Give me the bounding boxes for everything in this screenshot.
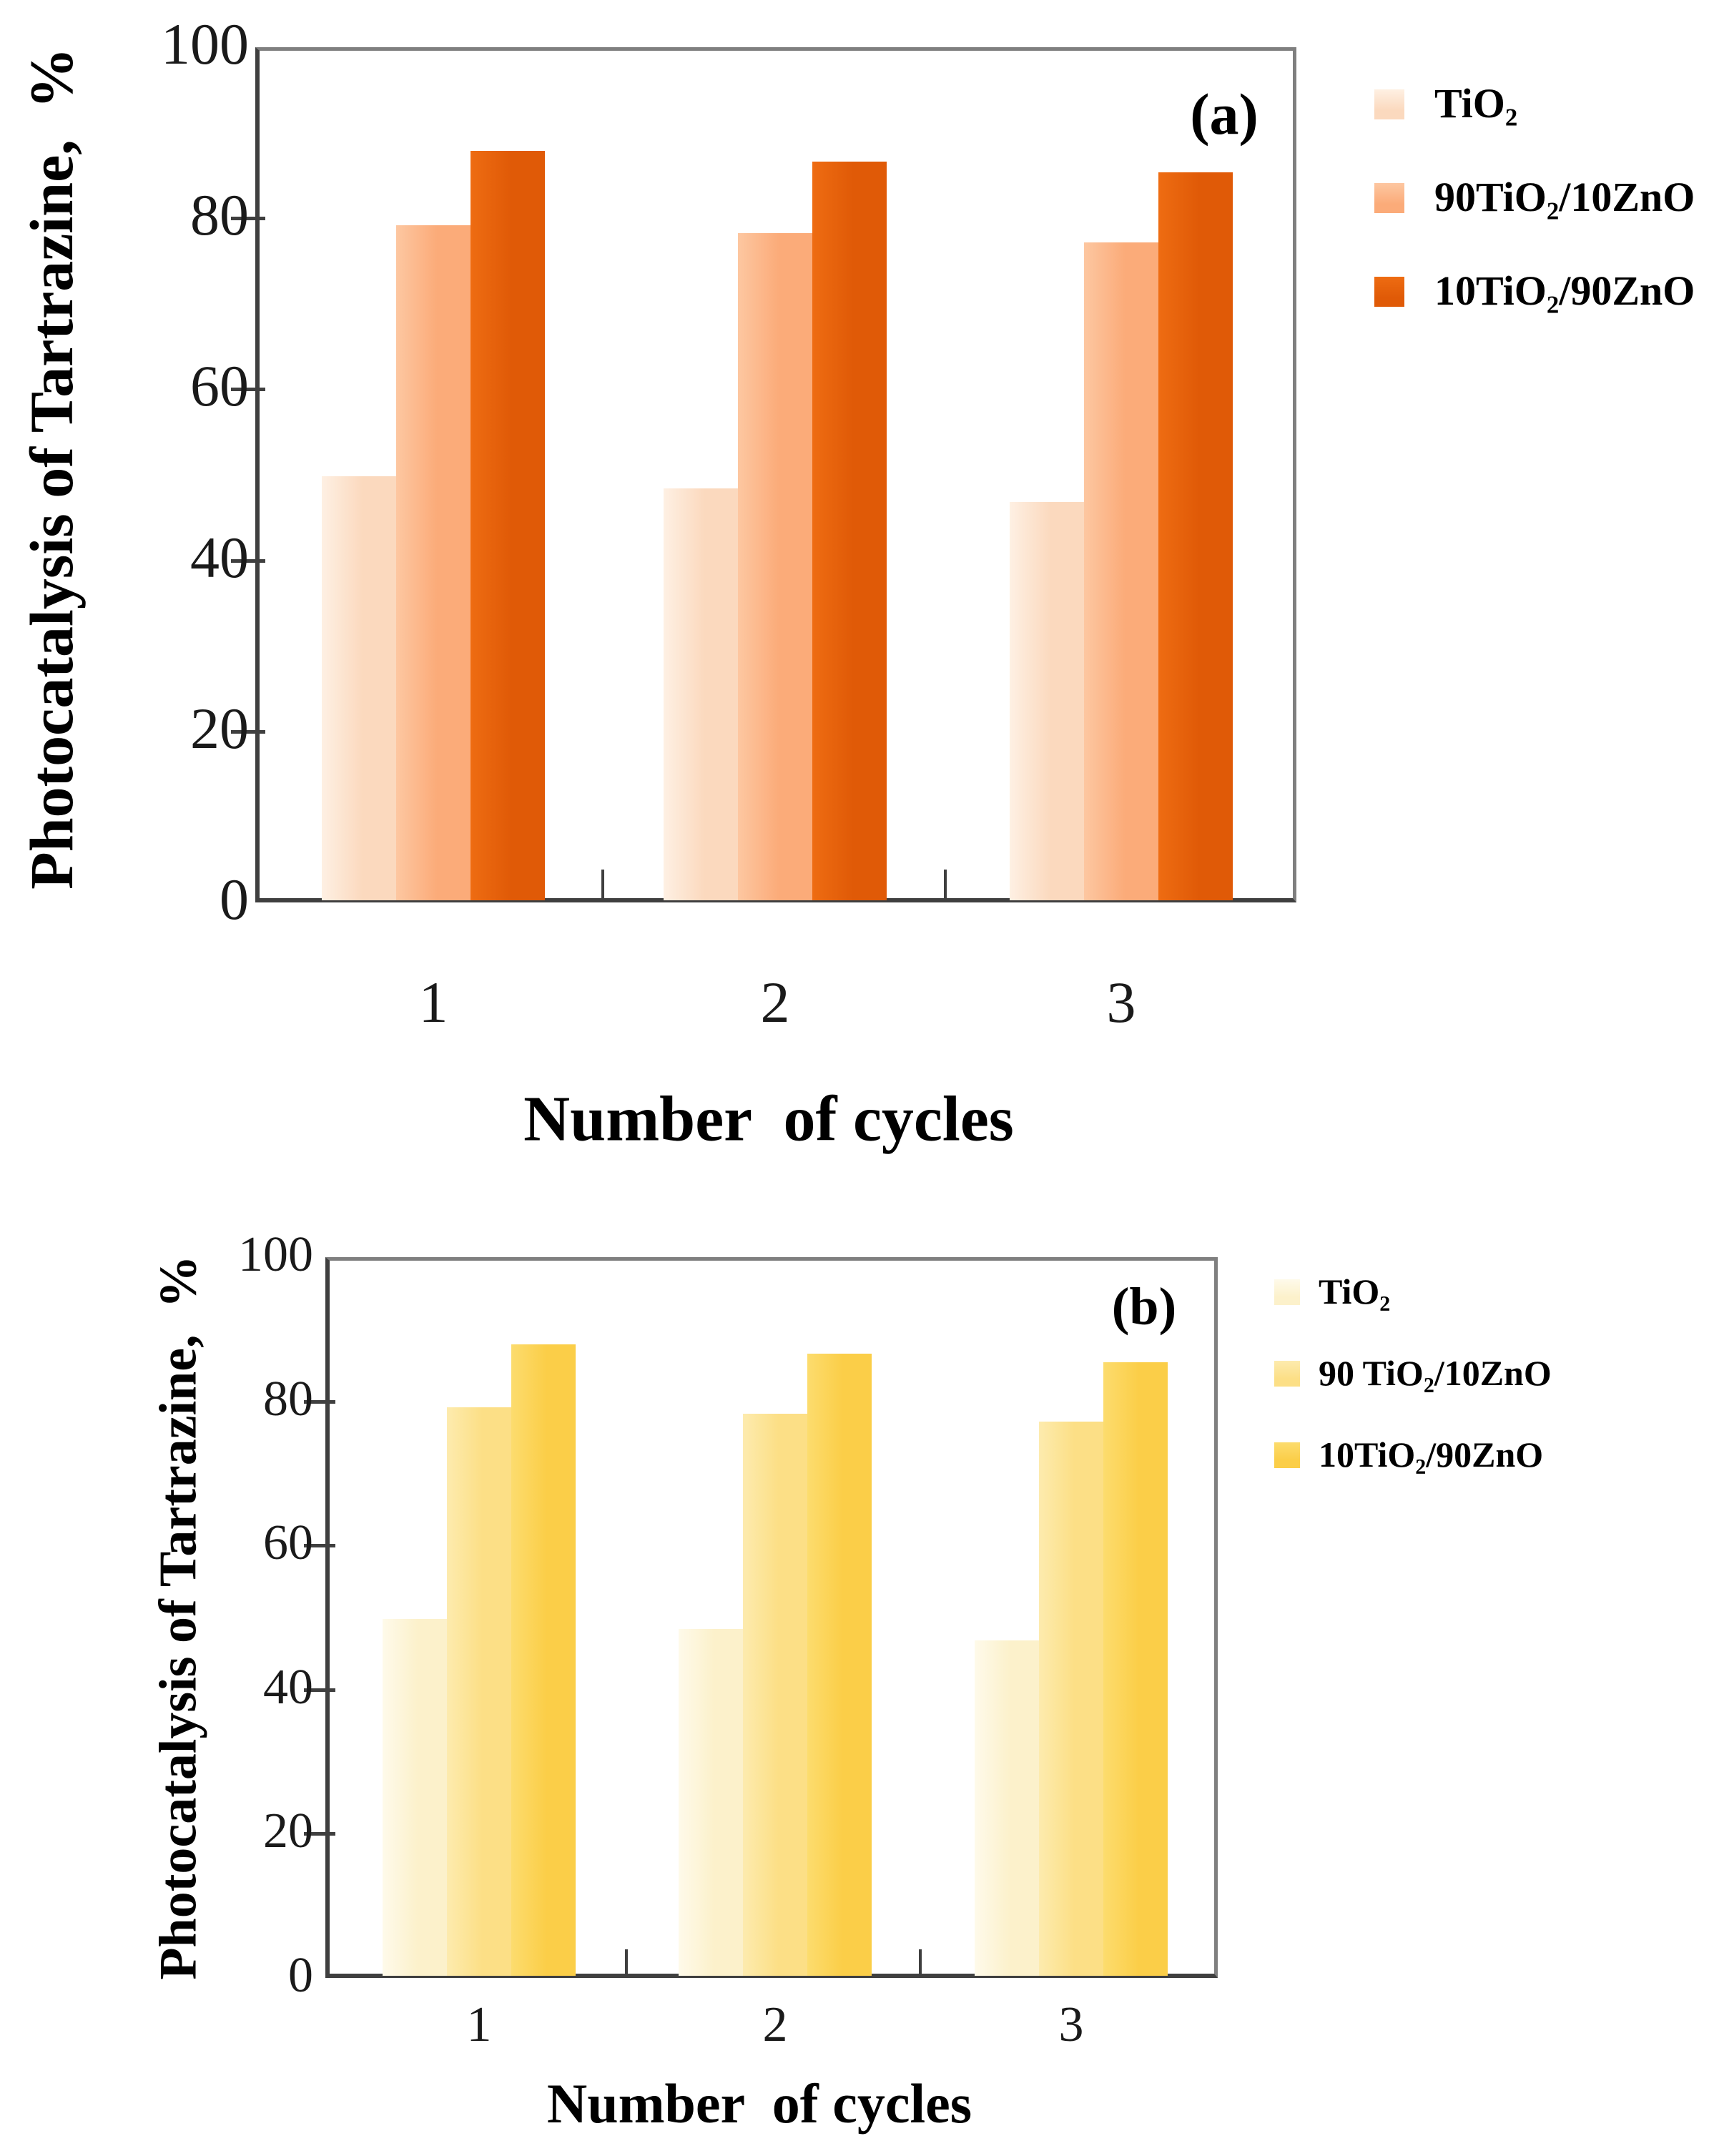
y-tick-label-40: 40 xyxy=(263,1659,313,1715)
bar-TiO2-cycle3 xyxy=(975,1640,1039,1976)
x-axis-title: Number of cycles xyxy=(546,2072,972,2135)
y-tick-label-80: 80 xyxy=(190,182,249,248)
x-axis-separator-tick-2 xyxy=(944,870,947,902)
bar-90TiO2/10ZnO-cycle1 xyxy=(396,225,471,900)
legend-label-90TiO2/10ZnO: 90 TiO₂/10ZnO xyxy=(1319,1352,1552,1393)
x-category-label-3: 3 xyxy=(1106,970,1136,1035)
y-tick-label-80: 80 xyxy=(263,1371,313,1427)
legend-label-10TiO2/90ZnO: 10TiO₂/90ZnO xyxy=(1319,1434,1544,1475)
legend-label-90TiO2/10ZnO: 90TiO₂/10ZnO xyxy=(1434,174,1695,221)
x-axis-separator-tick-1 xyxy=(625,1949,628,1978)
y-tick-label-60: 60 xyxy=(190,353,249,419)
legend-swatch-10TiO2/90ZnO xyxy=(1274,1442,1300,1468)
bar-10TiO2/90ZnO-cycle1 xyxy=(511,1344,576,1976)
bar-90TiO2/10ZnO-cycle2 xyxy=(743,1413,807,1976)
bar-90TiO2/10ZnO-cycle1 xyxy=(447,1407,511,1976)
bar-10TiO2/90ZnO-cycle3 xyxy=(1103,1362,1168,1976)
legend-swatch-90TiO2/10ZnO xyxy=(1274,1361,1300,1387)
legend-swatch-TiO2 xyxy=(1274,1279,1300,1305)
bar-10TiO2/90ZnO-cycle3 xyxy=(1158,172,1233,900)
y-axis-tick-80 xyxy=(304,1399,335,1404)
y-axis-tick-20 xyxy=(231,729,265,734)
legend-swatch-TiO2 xyxy=(1374,89,1404,119)
y-axis-tick-60 xyxy=(231,388,265,392)
bar-90TiO2/10ZnO-cycle2 xyxy=(738,232,812,900)
panel-label-a: (a) xyxy=(1190,82,1259,147)
x-axis-title: Number of cycles xyxy=(523,1083,1014,1155)
x-axis-separator-tick-1 xyxy=(601,870,604,902)
bar-10TiO2/90ZnO-cycle2 xyxy=(807,1354,872,1976)
legend-label-TiO2: TiO₂ xyxy=(1434,80,1518,127)
y-tick-label-0: 0 xyxy=(220,867,249,932)
y-axis-tick-80 xyxy=(231,217,265,221)
x-category-label-3: 3 xyxy=(1058,1997,1084,2052)
plot-area xyxy=(255,47,1296,902)
y-tick-label-20: 20 xyxy=(190,696,249,762)
x-category-label-1: 1 xyxy=(466,1997,492,2052)
bar-TiO2-cycle2 xyxy=(679,1629,743,1976)
legend-swatch-10TiO2/90ZnO xyxy=(1374,277,1404,307)
bar-90TiO2/10ZnO-cycle3 xyxy=(1039,1421,1103,1976)
plot-area xyxy=(325,1257,1218,1978)
y-tick-label-20: 20 xyxy=(263,1803,313,1859)
bar-10TiO2/90ZnO-cycle1 xyxy=(471,150,545,900)
y-axis-tick-40 xyxy=(304,1688,335,1692)
y-axis-tick-40 xyxy=(231,558,265,563)
bar-90TiO2/10ZnO-cycle3 xyxy=(1084,242,1158,900)
bar-TiO2-cycle2 xyxy=(664,488,738,900)
x-axis-separator-tick-2 xyxy=(919,1949,922,1978)
legend-label-TiO2: TiO₂ xyxy=(1319,1271,1391,1311)
y-tick-label-60: 60 xyxy=(263,1515,313,1570)
legend-swatch-90TiO2/10ZnO xyxy=(1374,183,1404,213)
x-category-label-2: 2 xyxy=(760,970,790,1035)
panel-label-b: (b) xyxy=(1111,1277,1177,1337)
y-tick-label-100: 100 xyxy=(238,1226,313,1282)
y-axis-tick-60 xyxy=(304,1544,335,1548)
bar-10TiO2/90ZnO-cycle2 xyxy=(812,162,887,900)
y-tick-label-40: 40 xyxy=(190,524,249,590)
x-category-label-2: 2 xyxy=(762,1997,788,2052)
x-category-label-1: 1 xyxy=(418,970,448,1035)
y-tick-label-100: 100 xyxy=(161,11,249,77)
y-tick-label-0: 0 xyxy=(288,1947,313,2003)
y-axis-tick-20 xyxy=(304,1832,335,1836)
y-axis-title: Photocatalysis of Tartrazine, % xyxy=(149,1255,208,1980)
bar-TiO2-cycle3 xyxy=(1010,502,1084,900)
legend-label-10TiO2/90ZnO: 10TiO₂/90ZnO xyxy=(1434,267,1695,315)
bar-TiO2-cycle1 xyxy=(322,476,396,900)
bar-TiO2-cycle1 xyxy=(383,1619,447,1976)
